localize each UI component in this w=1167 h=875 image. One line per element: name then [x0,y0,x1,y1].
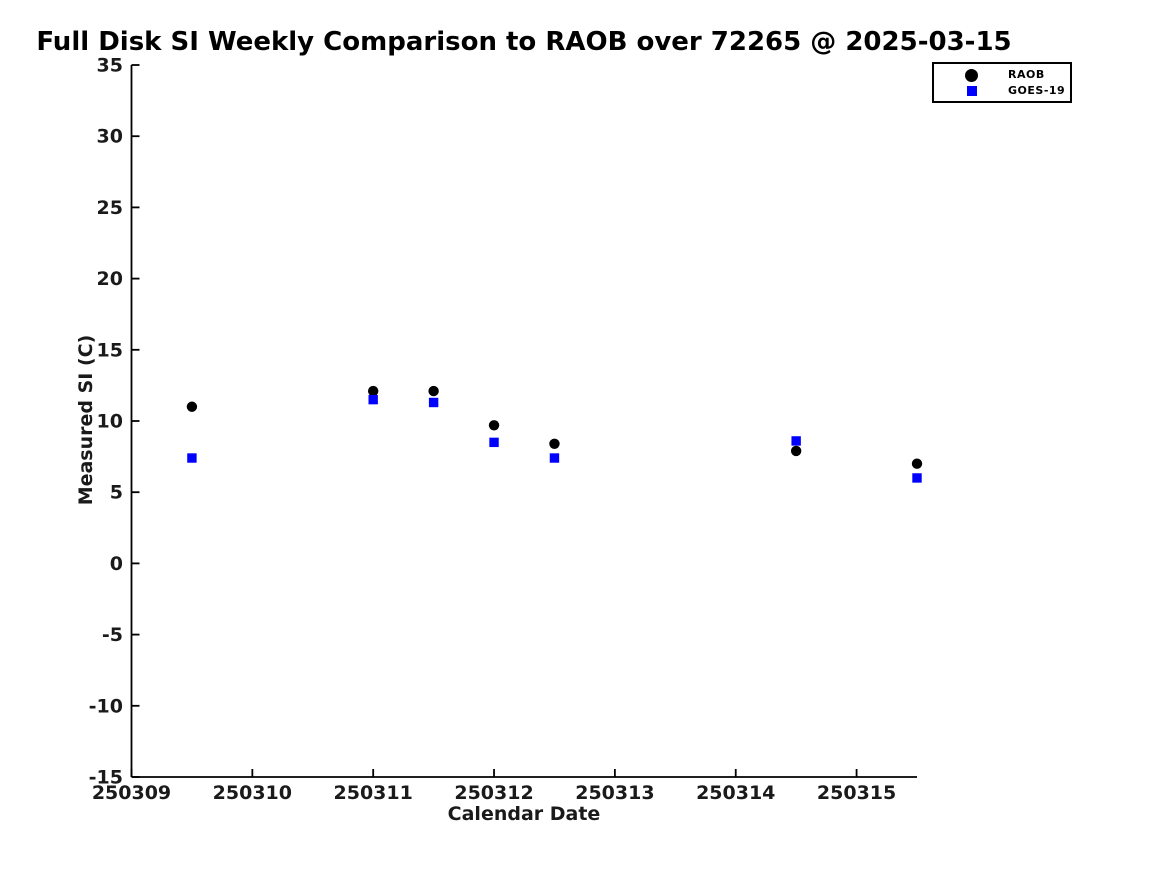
x-tick-label: 250312 [454,782,533,804]
x-tick-label: 250314 [696,782,775,804]
data-point-raob [367,385,379,397]
y-tick-label: 20 [97,268,123,290]
data-point-goes-19 [428,397,439,408]
y-tick-label: 30 [97,126,123,148]
x-tick-label: 250313 [575,782,654,804]
y-tick-label: -15 [89,767,123,789]
y-tick-label: 5 [110,482,123,504]
legend-label-goes19: GOES-19 [1008,84,1066,97]
y-tick-label: 10 [97,411,123,433]
data-point-goes-19 [912,473,922,483]
data-point-raob [488,420,500,431]
data-point-goes-19 [187,453,197,463]
y-tick-label: 35 [97,55,123,77]
x-axis-label: Calendar Date [447,803,601,825]
legend-label-raob: RAOB [1008,68,1045,81]
legend-goes19-square-icon [967,86,977,96]
x-tick-label: 250311 [334,782,413,804]
data-point-raob [790,445,802,457]
chart-title: Full Disk SI Weekly Comparison to RAOB o… [36,27,1012,57]
y-axis-label: Measured SI (C) [75,334,97,506]
data-point-raob [549,438,560,449]
data-point-raob [186,401,198,412]
data-point-raob [428,385,439,397]
x-tick-label: 250309 [92,782,171,804]
data-point-goes-19 [791,436,801,446]
x-tick-label: 250315 [817,782,896,804]
data-point-goes-19 [368,394,378,405]
y-tick-label: 15 [97,339,123,361]
y-tick-label: -5 [102,624,123,646]
legend-raob-circle-icon [965,69,978,82]
data-point-goes-19 [549,453,560,463]
y-tick-label: 25 [97,197,123,219]
y-tick-label: 0 [110,553,123,575]
data-point-raob [911,458,923,469]
legend: RAOB GOES-19 [932,62,1072,103]
y-tick-label: -10 [89,695,123,717]
x-tick-label: 250310 [213,782,292,804]
data-point-goes-19 [489,437,499,448]
